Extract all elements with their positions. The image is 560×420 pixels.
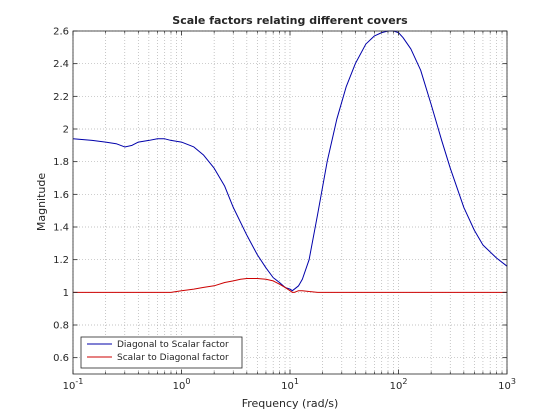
x-tick-label: 103: [498, 377, 516, 392]
series-line-scalar-to-diagonal: [73, 277, 507, 293]
x-tick-label: 102: [390, 377, 408, 392]
y-tick-label: 1.2: [53, 255, 69, 266]
legend-label-scalar-to-diagonal: Scalar to Diagonal factor: [117, 353, 229, 363]
y-tick-label: 0.6: [53, 353, 69, 364]
y-tick-label: 1: [63, 288, 69, 299]
y-tick-label: 2: [63, 125, 69, 136]
legend: Diagonal to Scalar factor Scalar to Diag…: [80, 336, 243, 369]
x-tick-label: 101: [281, 377, 299, 392]
tick-layer: 10-1 100 101 102 103 0.6 0.8 1 1.2 1.4 1.6 1.8 2 2.2 2…: [53, 27, 516, 393]
y-tick-label: 2.6: [53, 27, 69, 38]
series-layer: [72, 30, 508, 293]
y-tick-label: 2.2: [53, 92, 69, 103]
y-tick-label: 0.8: [53, 321, 69, 332]
y-axis-label: Magnitude: [35, 173, 48, 232]
chart-title: Scale factors relating different covers: [172, 14, 408, 27]
legend-box: [80, 336, 243, 369]
y-tick-label: 1.4: [53, 223, 69, 234]
x-tick-label: 10-1: [63, 377, 84, 392]
y-tick-label: 1.6: [53, 190, 69, 201]
legend-label-diagonal-to-scalar: Diagonal to Scalar factor: [117, 340, 229, 350]
x-axis-label: Frequency (rad/s): [242, 397, 339, 410]
y-tick-label: 1.8: [53, 157, 69, 168]
x-tick-label: 100: [173, 377, 191, 392]
series-line-diagonal-to-scalar: [72, 30, 508, 292]
y-tick-label: 2.4: [53, 59, 69, 70]
